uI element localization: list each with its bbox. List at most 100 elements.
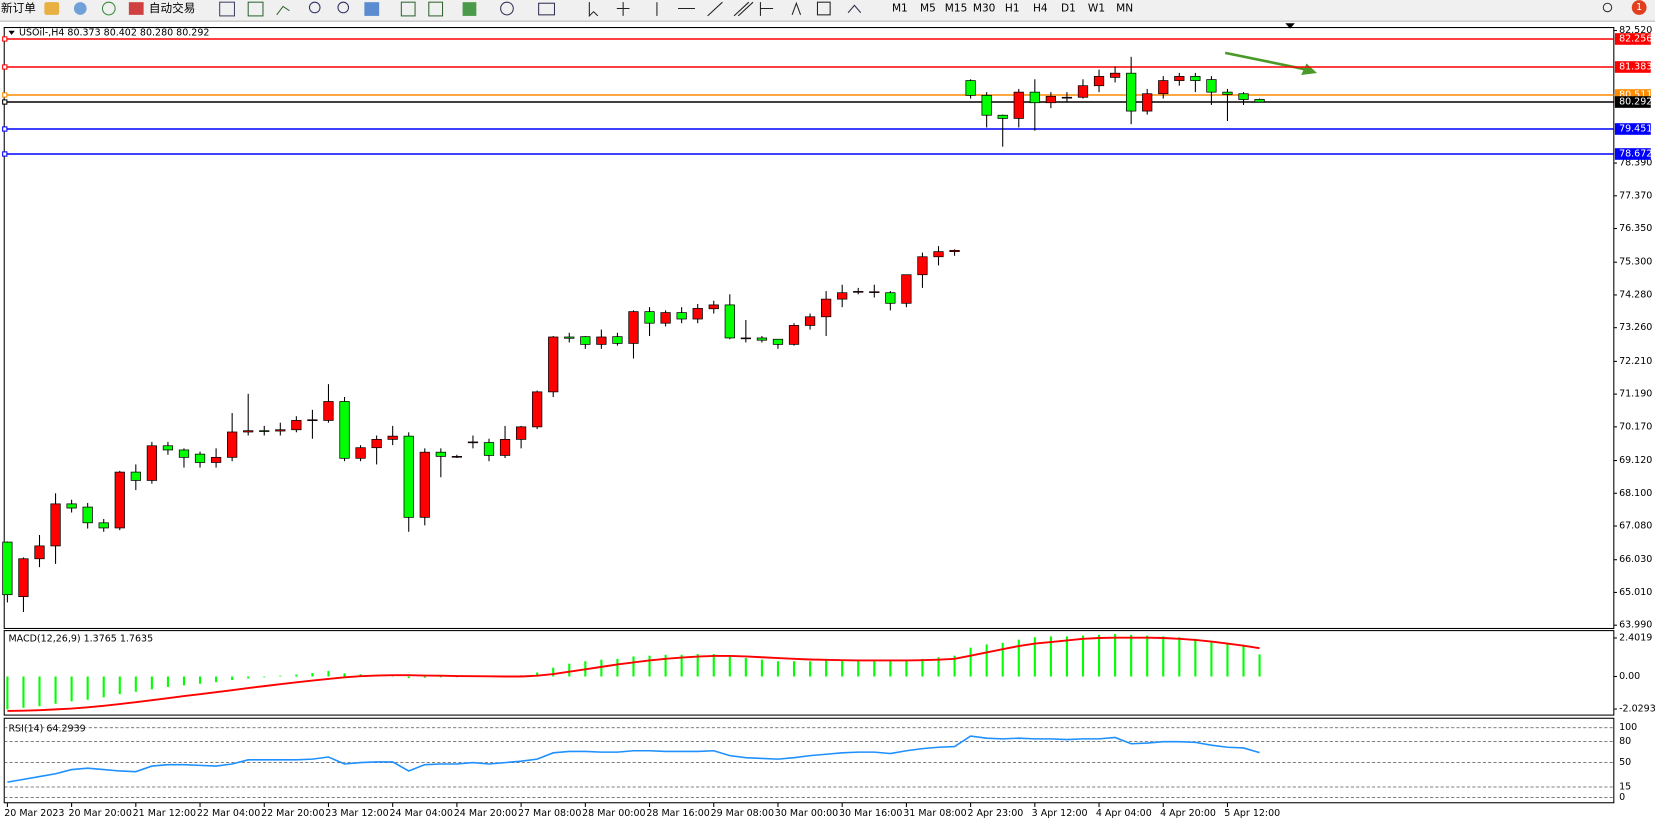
timeframe-button[interactable]: MN (1116, 3, 1133, 15)
candle-body (1206, 79, 1217, 93)
timeframe-button[interactable]: H4 (1033, 3, 1048, 15)
candle-body (339, 401, 350, 459)
x-tick-label: 2 Apr 23:00 (967, 808, 1023, 819)
candle-body (1174, 76, 1185, 81)
new-order-button[interactable]: 新订单 (1, 1, 36, 15)
x-tick-label: 20 Mar 2023 (4, 808, 64, 819)
icon[interactable] (364, 2, 380, 16)
x-tick-label: 21 Mar 12:00 (133, 808, 196, 819)
crosshair-tool[interactable] (616, 2, 630, 16)
candle-body (1045, 95, 1056, 104)
shift-marker (1285, 23, 1295, 29)
candle-body (724, 304, 735, 339)
timeframe-button[interactable]: M5 (920, 3, 936, 15)
icon[interactable] (428, 1, 444, 17)
candle-body (965, 80, 976, 96)
x-tick-label: 29 Mar 08:00 (711, 808, 774, 819)
search[interactable] (1602, 2, 1613, 13)
arrow-tool[interactable] (847, 4, 862, 14)
icon[interactable] (500, 1, 514, 16)
timeframe-button[interactable]: M1 (892, 3, 908, 15)
candle-body (34, 545, 45, 560)
cursor-tool[interactable] (588, 2, 599, 18)
candle-body (644, 311, 655, 324)
timeframe-button[interactable]: W1 (1088, 3, 1105, 15)
y-tick-label: 80 (1619, 736, 1631, 747)
y-tick-label: 65.010 (1619, 587, 1652, 598)
timeframe-button[interactable]: M15 (945, 3, 968, 15)
candle-body (291, 420, 302, 431)
level-label-box (1614, 61, 1651, 73)
label-tool[interactable] (816, 1, 831, 16)
candle-body (804, 316, 816, 326)
timeframe-button[interactable]: H1 (1005, 3, 1020, 15)
x-tick-label: 24 Mar 20:00 (454, 808, 517, 819)
trendline-tool[interactable] (707, 1, 723, 17)
candle-body (949, 249, 960, 252)
candle-body (885, 292, 896, 304)
candle-body (933, 251, 944, 258)
candle-body (98, 522, 109, 529)
y-tick-label: 50 (1619, 757, 1631, 768)
candle-body (515, 426, 527, 440)
candle-body (628, 311, 639, 344)
x-tick-label: 28 Mar 16:00 (646, 808, 709, 819)
y-tick-label: 66.030 (1619, 554, 1652, 565)
zoom-in[interactable] (308, 1, 321, 14)
level-label-box (1614, 96, 1651, 108)
candle-body (981, 94, 992, 116)
candle-body (371, 438, 382, 449)
icon[interactable] (400, 1, 416, 17)
candle-body (1093, 76, 1105, 87)
level-label: 80.511 (1619, 89, 1652, 100)
y-tick-label: 78.390 (1619, 158, 1652, 169)
candle-body (403, 435, 414, 518)
y-tick-label: 77.370 (1619, 190, 1652, 201)
timeframe-button[interactable]: M30 (973, 3, 996, 15)
y-tick-label: -2.0293 (1619, 704, 1655, 715)
icon[interactable] (101, 1, 116, 16)
candle-body (419, 451, 430, 518)
candle-body (1142, 93, 1153, 112)
x-tick-label: 4 Apr 20:00 (1160, 808, 1216, 819)
icon[interactable] (44, 2, 60, 15)
icon[interactable] (247, 1, 264, 17)
candle-body (467, 441, 479, 444)
zoom-out[interactable] (337, 1, 350, 14)
candle-body (210, 456, 222, 463)
icon[interactable] (219, 1, 235, 17)
macd-pane (3, 630, 1615, 716)
icon[interactable] (462, 2, 477, 16)
candle-body (162, 445, 174, 451)
rsi-line (7, 735, 1260, 783)
candle-body (1109, 72, 1121, 78)
icon[interactable] (276, 5, 290, 16)
candle-body (1190, 76, 1201, 81)
timeframe-button[interactable]: D1 (1061, 3, 1076, 15)
y-tick-label: 72.210 (1619, 356, 1652, 367)
text-tool[interactable] (791, 1, 802, 16)
fibo-tool[interactable] (759, 2, 774, 16)
channel-tool[interactable] (733, 1, 754, 17)
candle-body (243, 430, 254, 433)
candle-body (564, 336, 575, 339)
icon[interactable] (73, 2, 87, 15)
auto-trading-icon[interactable] (128, 2, 144, 15)
symbol-menu[interactable] (8, 30, 15, 35)
icon[interactable] (538, 2, 556, 16)
candle-body (1254, 99, 1265, 103)
candle-body (259, 430, 270, 432)
y-tick-label: 67.080 (1619, 521, 1652, 532)
y-tick-label: 63.990 (1619, 620, 1652, 631)
candle-body (1013, 91, 1024, 119)
notification[interactable] (1631, 0, 1647, 15)
y-tick-label: 76.350 (1619, 223, 1652, 234)
candle-body (387, 435, 398, 440)
candle-body (532, 391, 543, 428)
y-tick-label: 69.120 (1619, 455, 1652, 466)
auto-trading-button[interactable]: 自动交易 (149, 1, 195, 15)
x-tick-label: 23 Mar 12:00 (325, 808, 388, 819)
x-tick-label: 5 Apr 12:00 (1224, 808, 1280, 819)
